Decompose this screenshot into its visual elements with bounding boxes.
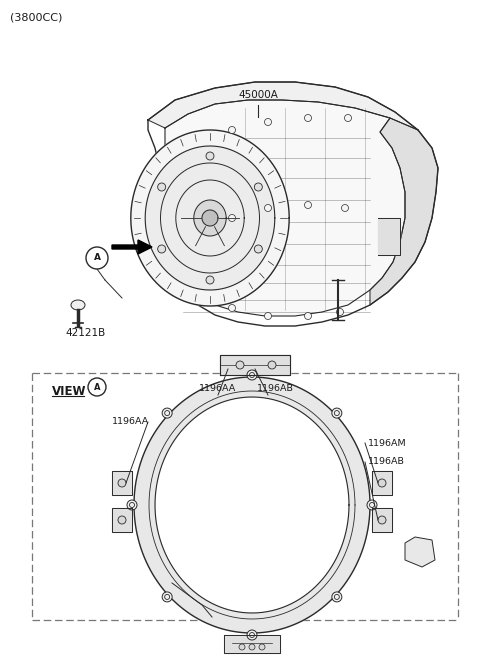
Text: 45000A: 45000A (238, 90, 278, 100)
Circle shape (247, 370, 257, 380)
Circle shape (268, 361, 276, 369)
Text: (3800CC): (3800CC) (10, 12, 62, 22)
Circle shape (378, 516, 386, 524)
Circle shape (157, 183, 166, 191)
Text: 42121B: 42121B (65, 328, 105, 338)
Polygon shape (134, 377, 370, 633)
Polygon shape (202, 210, 218, 226)
Polygon shape (405, 537, 435, 567)
Circle shape (162, 408, 172, 418)
Circle shape (118, 479, 126, 487)
Text: 1196AB: 1196AB (257, 384, 293, 393)
Polygon shape (224, 635, 280, 653)
Circle shape (332, 592, 342, 602)
Circle shape (378, 479, 386, 487)
Polygon shape (112, 508, 132, 532)
Circle shape (332, 408, 342, 418)
Circle shape (228, 126, 236, 134)
Ellipse shape (71, 300, 85, 310)
Polygon shape (372, 508, 392, 532)
Text: 1196AA: 1196AA (199, 384, 237, 393)
Polygon shape (112, 471, 132, 495)
Circle shape (157, 245, 166, 253)
Polygon shape (370, 118, 438, 305)
Circle shape (206, 152, 214, 160)
Text: A: A (94, 253, 100, 263)
Polygon shape (378, 218, 400, 255)
Circle shape (254, 245, 263, 253)
Circle shape (259, 644, 265, 650)
Circle shape (249, 644, 255, 650)
Circle shape (118, 516, 126, 524)
Text: 1196AM: 1196AM (368, 438, 407, 447)
Circle shape (345, 115, 351, 121)
Circle shape (88, 378, 106, 396)
Circle shape (206, 276, 214, 284)
Polygon shape (220, 355, 290, 375)
Circle shape (304, 202, 312, 208)
Text: 1196AA: 1196AA (112, 417, 149, 426)
Circle shape (367, 500, 377, 510)
Polygon shape (148, 82, 418, 130)
Text: A: A (94, 383, 100, 392)
Circle shape (304, 115, 312, 121)
Polygon shape (372, 471, 392, 495)
Text: 1196AB: 1196AB (368, 457, 405, 466)
Circle shape (228, 305, 236, 312)
Circle shape (239, 644, 245, 650)
Circle shape (264, 119, 272, 126)
Polygon shape (194, 200, 226, 236)
Polygon shape (112, 240, 152, 254)
Circle shape (236, 361, 244, 369)
Text: VIEW: VIEW (52, 385, 86, 398)
Circle shape (86, 247, 108, 269)
Circle shape (162, 592, 172, 602)
Polygon shape (165, 100, 405, 316)
Circle shape (127, 500, 137, 510)
Circle shape (341, 204, 348, 212)
Polygon shape (131, 130, 289, 306)
Circle shape (228, 214, 236, 221)
Polygon shape (145, 146, 275, 290)
Circle shape (264, 204, 272, 212)
Circle shape (304, 312, 312, 320)
Circle shape (336, 309, 344, 316)
Circle shape (264, 312, 272, 320)
Circle shape (247, 630, 257, 640)
Circle shape (254, 183, 263, 191)
